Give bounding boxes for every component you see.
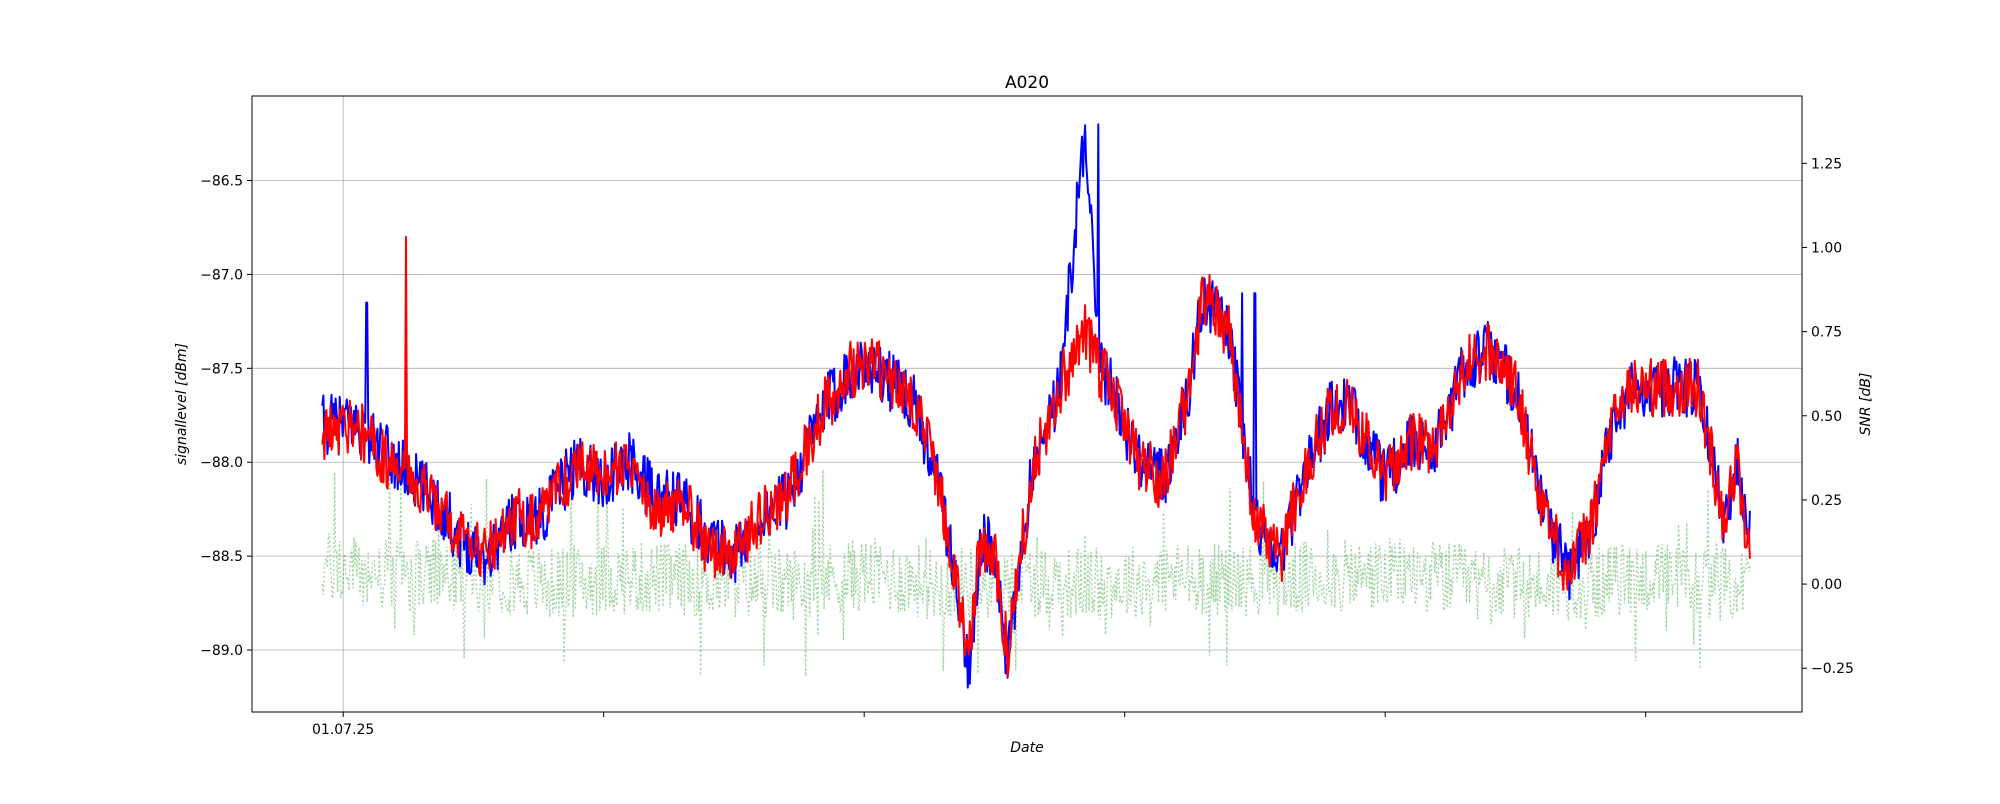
x-tick-label: 01.07.25 [312,722,374,738]
y-axis-label-left: signallevel [dBm] [174,343,190,465]
series-layer [321,123,1751,689]
grid-layer [252,96,1802,712]
y-tick-label-right: 0.50 [1811,409,1842,425]
y-tick-label-left: −87.5 [200,361,243,377]
signal-series-red-line [321,235,1751,678]
axis-layer: −89.0 −88.5 −88.0 −87.5 −87.0 −86.5 −0.25 0.00 0… [200,156,1854,738]
y-tick-label-right: 1.00 [1811,240,1842,256]
y-axis-label-right: SNR [dB] [1858,373,1874,436]
plot-frame [251,95,1803,713]
y-tick-label-right: −0.25 [1811,661,1854,677]
y-tick-label-right: 0.25 [1811,493,1842,509]
y-tick-label-left: −89.0 [200,643,243,659]
y-tick-label-left: −88.5 [200,549,243,565]
chart-title: A020 [1005,73,1049,93]
y-tick-label-right: 0.75 [1811,325,1842,341]
y-tick-label-left: −86.5 [200,174,243,190]
y-tick-label-right: 1.25 [1811,156,1842,172]
y-tick-label-right: 0.00 [1811,577,1842,593]
snr-series-line [321,469,1751,677]
y-tick-label-left: −88.0 [200,455,243,471]
y-tick-label-left: −87.0 [200,267,243,283]
x-axis-label: Date [1010,740,1043,756]
